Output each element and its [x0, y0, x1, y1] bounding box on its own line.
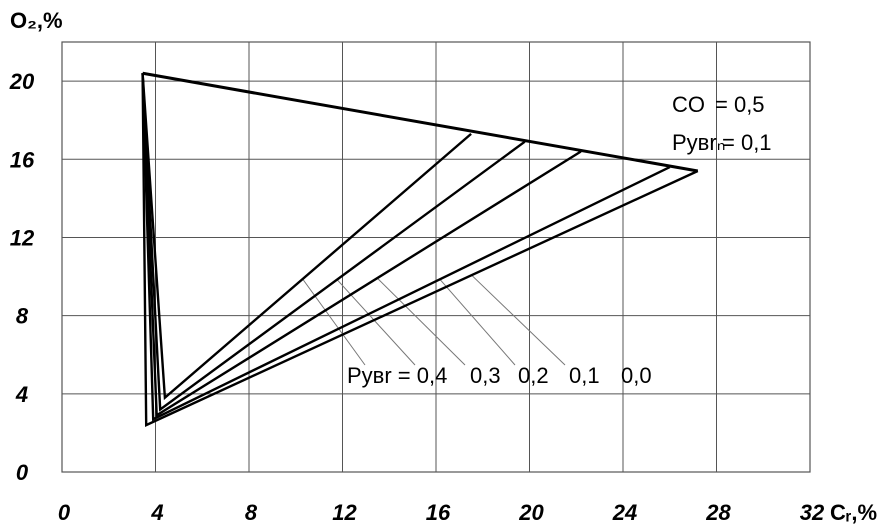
y-tick-label: 16 — [10, 147, 35, 172]
x-axis-title: Cᵣ,% — [830, 500, 877, 525]
pybr-value-0-3: 0,3 — [470, 363, 501, 388]
x-tick-label: 16 — [426, 500, 451, 525]
series-lines — [141, 71, 699, 427]
pybr-bottom-prefix: Pyвr = 0,4 — [347, 363, 447, 388]
outer-boundary-line — [142, 71, 699, 173]
series-line-0-3 — [141, 73, 526, 412]
x-tick-label: 28 — [705, 500, 731, 525]
leader-line — [439, 278, 516, 366]
x-tick-label: 20 — [518, 500, 544, 525]
y-tick-label: 20 — [9, 69, 35, 94]
series-line-0-2 — [141, 73, 582, 418]
leader-line — [471, 274, 566, 366]
y-tick-label: 0 — [16, 460, 29, 485]
x-tick-label: 12 — [332, 500, 357, 525]
leader-line — [336, 279, 416, 366]
co-value: = 0,5 — [715, 92, 765, 117]
pybr-value-0-0: 0,0 — [621, 363, 652, 388]
leader-line — [376, 277, 466, 366]
y-axis-title: O₂,% — [10, 8, 63, 33]
series-line-0-0 — [141, 73, 699, 427]
x-tick-label: 0 — [58, 500, 71, 525]
series-line-0-4 — [141, 73, 472, 401]
y-tick-label: 8 — [16, 304, 29, 329]
leader-lines — [302, 274, 566, 366]
pybr-value: = 0,1 — [722, 130, 772, 155]
x-tick-label: 32 — [800, 500, 825, 525]
x-tick-label: 24 — [612, 500, 637, 525]
co-label: CO — [672, 92, 705, 117]
x-tick-label: 8 — [245, 500, 258, 525]
x-tick-label: 4 — [150, 500, 163, 525]
pybr-value-0-2: 0,2 — [518, 363, 549, 388]
pybr-label: Pyвrₙ — [672, 130, 725, 155]
leader-line — [302, 278, 366, 366]
y-tick-label: 12 — [10, 225, 35, 250]
y-tick-label: 4 — [15, 382, 28, 407]
series-line-0-1 — [141, 73, 671, 422]
pybr-value-0-1: 0,1 — [569, 363, 600, 388]
tick-labels: 0 4 8 12 16 20 24 28 32 0 4 8 12 16 20 — [9, 69, 825, 525]
